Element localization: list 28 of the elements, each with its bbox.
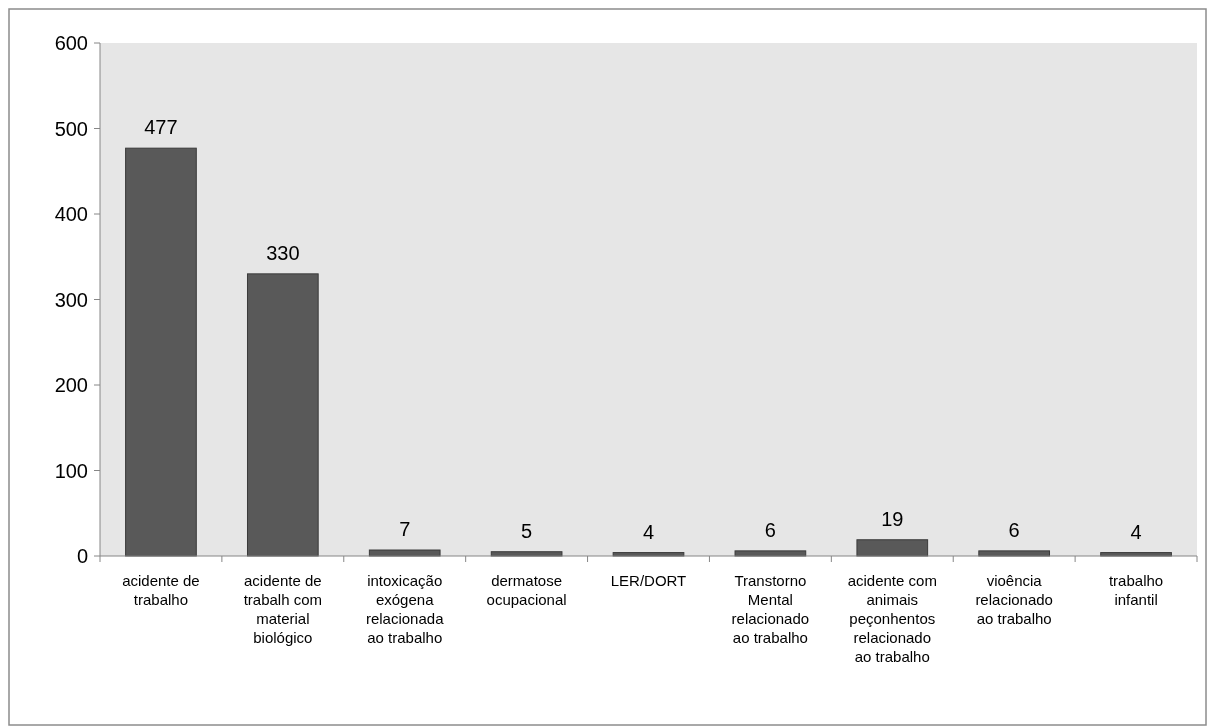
data-label: 6 — [764, 518, 776, 541]
data-label: 330 — [266, 241, 300, 264]
bar — [246, 273, 319, 557]
y-tick-label: 200 — [54, 374, 88, 396]
y-tick-label: 100 — [54, 459, 88, 482]
y-tick-label: 0 — [76, 545, 88, 567]
y-tick-label: 600 — [54, 32, 88, 54]
x-tick-label: Transtorno Mental relacionado ao trabalho — [731, 572, 810, 646]
data-label: 6 — [1008, 518, 1020, 541]
y-tick-label: 500 — [54, 117, 88, 140]
bar — [856, 539, 929, 557]
data-label: 4 — [1130, 520, 1142, 543]
x-tick-label: dermatose ocupacional — [486, 572, 567, 608]
y-tick-label: 300 — [54, 288, 88, 311]
bar — [125, 147, 197, 557]
data-label: 4 — [642, 520, 655, 543]
data-label: 7 — [399, 518, 411, 541]
data-label: 19 — [881, 507, 904, 530]
x-tick-label: intoxicação exógena relacionada ao trabalho — [365, 572, 445, 646]
x-tick-label: LER/DORT — [610, 572, 687, 589]
data-label: 477 — [144, 116, 178, 139]
x-tick-label: acidente de trabalh com material biológico — [243, 572, 323, 646]
x-tick-label: acidente com animais peçonhentos relacionado ao trabalho — [847, 572, 937, 665]
x-tick-label: acidente de trabalho — [122, 572, 200, 608]
y-tick-label: 400 — [54, 203, 88, 225]
data-label: 5 — [521, 519, 533, 542]
x-tick-label: trabalho infantil — [1108, 572, 1164, 608]
x-tick-label: vioência relacionado ao trabalho — [975, 572, 1053, 627]
